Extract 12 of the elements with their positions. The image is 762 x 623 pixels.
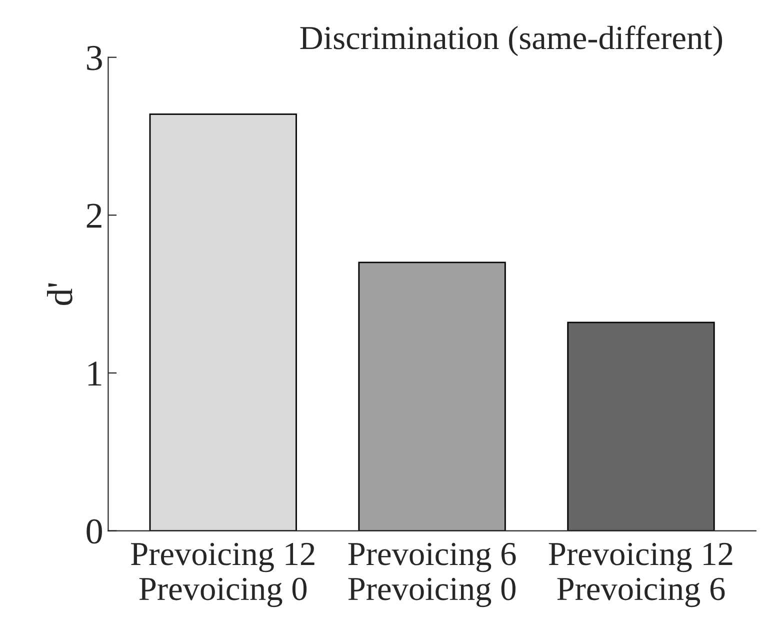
y-tick-label: 2 [86, 204, 102, 228]
y-tick-label: 0 [86, 519, 102, 544]
y-axis-title: d' [46, 283, 72, 306]
y-tick-label: 3 [87, 46, 102, 70]
y-tick-label: 1 [88, 362, 102, 386]
chart-title: Discrimination (same-different) [300, 26, 722, 56]
x-tick-label: Prevoicing 12 Prevoicing 6 [548, 542, 732, 608]
x-tick-label: Prevoicing 12 Prevoicing 0 [131, 542, 314, 608]
bar [567, 322, 715, 531]
bar [358, 262, 506, 531]
x-tick-label: Prevoicing 6 Prevoicing 0 [348, 542, 516, 608]
bar [149, 113, 297, 531]
